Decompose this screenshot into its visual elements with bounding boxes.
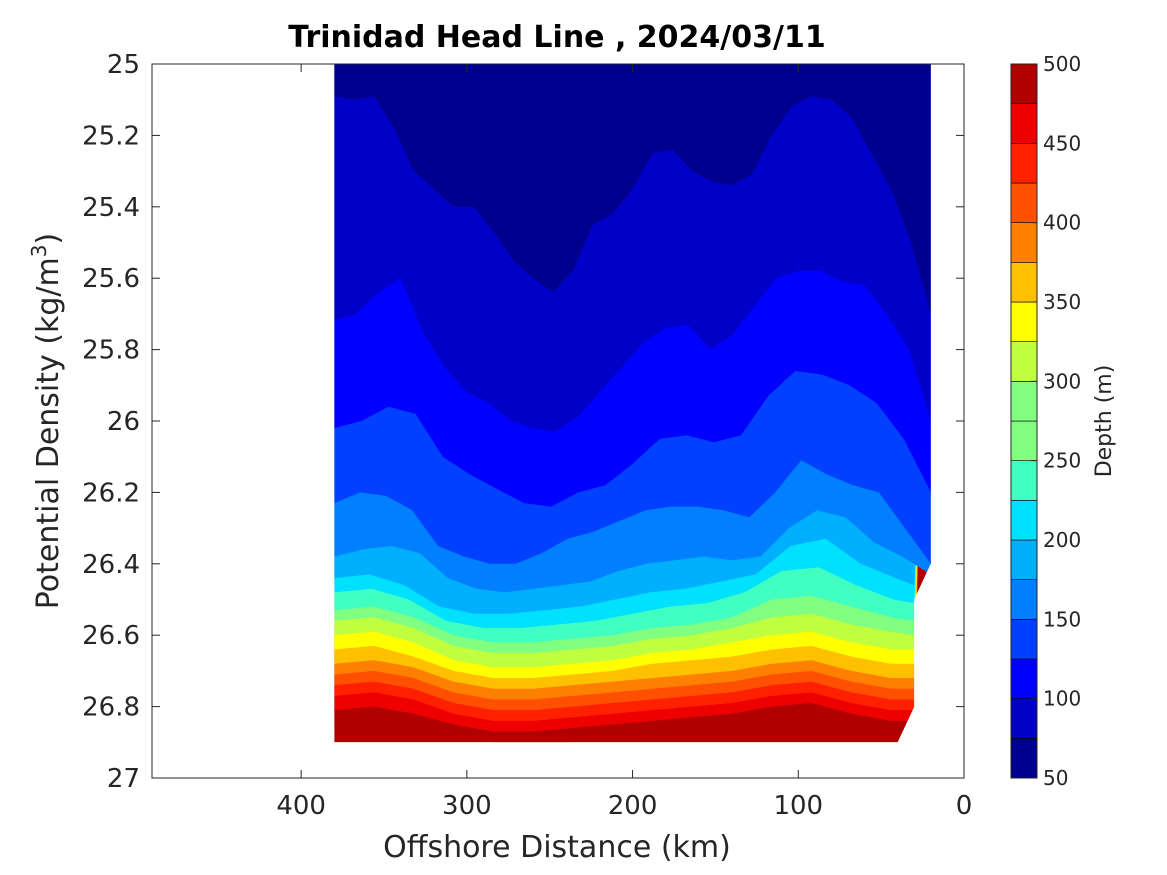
- y-tick-label-9: 26.8: [82, 693, 140, 723]
- y-axis: 25 25.2 25.4 25.6 25.8 26 26.2 26.4 26.6 26.8 27: [82, 50, 964, 794]
- colorbar-tick-label-300: 300: [1043, 369, 1081, 393]
- x-tick-label-0: 0: [956, 791, 973, 821]
- colorbar-tick-label-150: 150: [1043, 607, 1081, 631]
- y-tick-label-3: 25.6: [82, 264, 140, 294]
- colorbar-tick-label-250: 250: [1043, 449, 1081, 473]
- colorbar-tick-label-350: 350: [1043, 290, 1081, 314]
- y-tick-label-1: 25.2: [82, 121, 140, 151]
- y-axis-label-close: ): [31, 233, 66, 245]
- colorbar-swatch-300: [1010, 341, 1038, 382]
- colorbar: 50 100 150 200 250 300 350 400 450 500: [1010, 52, 1081, 790]
- colorbar-tick-label-200: 200: [1043, 528, 1081, 552]
- chart-title: Trinidad Head Line , 2024/03/11: [288, 20, 825, 55]
- colorbar-tick-label-400: 400: [1043, 211, 1081, 235]
- y-tick-label-7: 26.4: [82, 550, 140, 580]
- y-tick-label-6: 26.2: [82, 478, 140, 508]
- colorbar-frame: [1010, 63, 1038, 779]
- y-axis-label-superscript: 3: [27, 244, 51, 257]
- y-tick-label-2: 25.4: [82, 193, 140, 223]
- x-tick-label-400: 400: [276, 791, 326, 821]
- contour-fill-layer: [152, 64, 964, 778]
- colorbar-swatch-400: [1010, 182, 1038, 223]
- no-data-left: [152, 64, 335, 778]
- colorbar-swatch-250: [1010, 420, 1038, 461]
- colorbar-tick-label-500: 500: [1043, 52, 1081, 76]
- colorbar-swatch-375: [1010, 222, 1038, 263]
- colorbar-swatch-425: [1010, 143, 1038, 184]
- y-axis-label: Potential Density (kg/m3): [27, 233, 66, 609]
- y-tick-label-10: 27: [107, 764, 140, 794]
- colorbar-swatch-350: [1010, 262, 1038, 303]
- x-axis: 400 300 200 100 0: [276, 64, 972, 821]
- y-tick-label-0: 25: [107, 50, 140, 80]
- no-data-below: [334, 563, 964, 778]
- y-axis-label-main: Potential Density (kg/m: [31, 257, 66, 609]
- colorbar-swatch-175: [1010, 539, 1038, 580]
- colorbar-swatch-75: [1010, 698, 1038, 739]
- colorbar-swatch-450: [1010, 103, 1038, 144]
- contour-band-75m: [334, 64, 931, 314]
- colorbar-swatch-150: [1010, 579, 1038, 620]
- colorbar-swatch-325: [1010, 301, 1038, 342]
- colorbar-swatch-200: [1010, 500, 1038, 541]
- colorbar-swatch-475: [1010, 63, 1038, 104]
- no-data-coast: [914, 563, 964, 778]
- colorbar-tick-label-50: 50: [1043, 766, 1068, 790]
- colorbar-swatch-100: [1010, 658, 1038, 699]
- colorbar-swatch-50: [1010, 738, 1038, 779]
- x-tick-label-300: 300: [442, 791, 492, 821]
- y-tick-label-4: 25.8: [82, 336, 140, 366]
- x-tick-label-100: 100: [773, 791, 823, 821]
- colorbar-swatch-125: [1010, 619, 1038, 660]
- y-tick-label-8: 26.6: [82, 621, 140, 651]
- colorbar-swatch-275: [1010, 381, 1038, 422]
- x-axis-label: Offshore Distance (km): [383, 830, 731, 865]
- colorbar-swatch-225: [1010, 460, 1038, 501]
- no-data-nearshore: [930, 64, 964, 564]
- y-tick-label-5: 26: [107, 407, 140, 437]
- x-tick-label-200: 200: [608, 791, 658, 821]
- colorbar-tick-label-450: 450: [1043, 131, 1081, 155]
- colorbar-label: Depth (m): [1092, 365, 1117, 478]
- colorbar-tick-label-100: 100: [1043, 687, 1081, 711]
